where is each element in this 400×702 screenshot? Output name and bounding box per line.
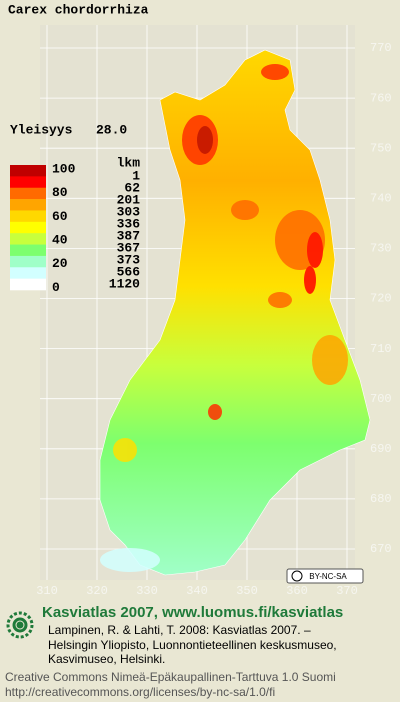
license-line: Creative Commons Nimeä-Epäkaupallinen-Ta… [5, 670, 336, 684]
legend-count: 387 [117, 228, 140, 243]
x-axis: 310 320 330 340 350 360 370 [36, 584, 358, 598]
x-tick-label: 370 [336, 584, 358, 598]
legend-scale-label: 40 [52, 233, 68, 248]
legend-swatch [10, 267, 46, 279]
count-header: lkm [117, 155, 141, 170]
license-line: http://creativecommons.org/licenses/by-n… [5, 685, 275, 699]
legend-swatch [10, 176, 46, 189]
citation-line: Kasvimuseo, Helsinki. [48, 652, 165, 666]
legend-count: 367 [117, 240, 140, 255]
legend-scale-label: 80 [52, 185, 68, 200]
legend-swatch [10, 199, 46, 211]
x-tick-label: 310 [36, 584, 58, 598]
badge-text: BY-NC-SA [309, 572, 347, 581]
y-axis: 770 760 750 740 730 720 710 700 690 680 670 [370, 41, 392, 556]
citation-line: Lampinen, R. & Lahti, T. 2008: Kasviatla… [48, 623, 311, 637]
x-tick-label: 350 [236, 584, 258, 598]
y-tick-label: 730 [370, 242, 392, 256]
badge-frame [286, 568, 364, 584]
y-tick-label: 750 [370, 141, 392, 155]
legend-scale-label: 100 [52, 161, 76, 176]
cc-icon [291, 570, 303, 582]
x-tick-label: 340 [186, 584, 208, 598]
legend-count: 201 [117, 192, 141, 207]
y-tick-label: 720 [370, 292, 392, 306]
hotspots [100, 64, 348, 572]
x-tick-label: 360 [286, 584, 308, 598]
legend-swatch [10, 233, 46, 245]
footer-heading: Kasviatlas 2007, www.luomus.fi/kasviatla… [42, 604, 343, 621]
legend-scale-label: 20 [52, 256, 68, 271]
legend-count: 566 [117, 264, 141, 279]
citation-line: Helsingin Yliopisto, Luonnontieteellinen… [48, 638, 337, 652]
y-tick-label: 690 [370, 442, 392, 456]
legend-swatch [10, 255, 46, 268]
legend-count: 62 [124, 180, 140, 195]
species-title: Carex chordorrhiza [8, 2, 149, 17]
y-tick-label: 680 [370, 492, 392, 506]
logo [6, 611, 34, 639]
y-tick-label: 760 [370, 91, 392, 105]
legend-swatch [10, 210, 46, 223]
legend-swatch [10, 221, 46, 234]
y-tick-label: 670 [370, 542, 392, 556]
finland-shape [99, 49, 371, 576]
legend-count: 303 [117, 204, 141, 219]
legend-swatch [10, 244, 46, 257]
x-tick-label: 320 [86, 584, 108, 598]
legend-swatch [10, 165, 46, 177]
legend-count: 336 [117, 216, 141, 231]
frequency-label: Yleisyys [10, 122, 73, 137]
legend-swatch [10, 187, 46, 200]
y-tick-label: 770 [370, 41, 392, 55]
y-tick-label: 710 [370, 342, 392, 356]
legend-count: 1 [132, 168, 140, 183]
y-tick-label: 740 [370, 191, 392, 205]
license-badge: BY-NC-SA [286, 568, 364, 584]
legend-scale-label: 0 [52, 280, 60, 295]
x-tick-label: 330 [136, 584, 158, 598]
legend-scale-label: 60 [52, 209, 68, 224]
frequency-value: 28.0 [96, 122, 127, 137]
legend-count: 373 [117, 252, 141, 267]
y-tick-label: 700 [370, 392, 392, 406]
legend-swatch [10, 278, 46, 291]
legend-count: 1120 [109, 276, 140, 291]
